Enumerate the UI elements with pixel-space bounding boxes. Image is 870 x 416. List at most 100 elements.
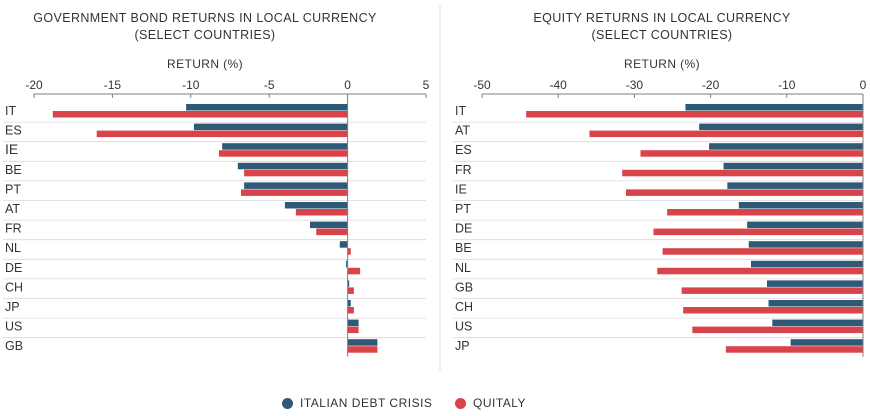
bar-quitaly-ch: [347, 287, 354, 294]
category-label-ie: IE: [455, 182, 467, 196]
x-axis-label: RETURN (%): [167, 57, 243, 71]
x-tick-label: -50: [473, 78, 491, 92]
category-label-jp: JP: [455, 339, 470, 353]
bar-quitaly-pt: [667, 209, 863, 216]
category-label-fr: FR: [455, 163, 472, 177]
chart-subtitle: (SELECT COUNTRIES): [134, 28, 275, 42]
x-tick-label: -5: [264, 78, 275, 92]
category-label-ie: IE: [5, 141, 18, 157]
x-tick-label: 0: [344, 78, 351, 92]
bar-quitaly-jp: [347, 307, 354, 314]
bar-italian-debt-crisis-ch: [768, 300, 863, 307]
bar-italian-debt-crisis-jp: [347, 300, 351, 307]
category-label-ch: CH: [5, 280, 23, 294]
bar-italian-debt-crisis-it: [186, 104, 348, 111]
category-label-jp: JP: [5, 300, 20, 314]
bar-quitaly-gb: [681, 287, 863, 294]
bar-italian-debt-crisis-jp: [790, 339, 863, 346]
bar-italian-debt-crisis-nl: [750, 260, 863, 268]
bar-italian-debt-crisis-fr: [723, 162, 863, 170]
bar-quitaly-fr: [622, 169, 863, 177]
bond-returns-chart: GOVERNMENT BOND RETURNS IN LOCAL CURRENC…: [3, 11, 430, 357]
bar-quitaly-at: [295, 209, 348, 216]
bar-italian-debt-crisis-de: [346, 260, 348, 268]
x-tick-label: 5: [423, 78, 430, 92]
bar-quitaly-gb: [347, 346, 378, 353]
bar-quitaly-jp: [725, 346, 863, 353]
bar-quitaly-it: [52, 111, 348, 118]
x-tick-label: -20: [25, 78, 43, 92]
bar-quitaly-ch: [683, 307, 863, 314]
chart-title: EQUITY RETURNS IN LOCAL CURRENCY: [533, 11, 791, 25]
bar-italian-debt-crisis-de: [747, 221, 863, 229]
bar-quitaly-ie: [626, 189, 863, 196]
bar-quitaly-ie: [219, 150, 348, 157]
category-label-gb: GB: [455, 280, 473, 294]
x-axis-label: RETURN (%): [624, 57, 700, 71]
bar-quitaly-de: [347, 267, 361, 275]
bar-italian-debt-crisis-ie: [222, 143, 348, 150]
legend-item-italian-debt-crisis: ITALIAN DEBT CRISIS: [282, 394, 432, 412]
bar-quitaly-it: [526, 111, 863, 118]
x-tick-label: -40: [550, 78, 568, 92]
legend-label-italian-debt-crisis: ITALIAN DEBT CRISIS: [300, 396, 433, 410]
bar-italian-debt-crisis-fr: [309, 221, 348, 229]
category-label-us: US: [5, 320, 22, 334]
bar-italian-debt-crisis-at: [284, 202, 348, 209]
bar-italian-debt-crisis-gb: [347, 339, 378, 346]
bar-italian-debt-crisis-gb: [766, 280, 863, 287]
category-label-at: AT: [5, 202, 20, 216]
bar-italian-debt-crisis-nl: [339, 241, 348, 248]
x-tick-label: 0: [860, 78, 867, 92]
bar-quitaly-us: [692, 326, 863, 334]
category-label-be: BE: [455, 241, 472, 255]
bar-quitaly-de: [653, 228, 863, 236]
category-label-es: ES: [455, 143, 472, 157]
bar-quitaly-pt: [240, 189, 348, 196]
legend-label-quitaly: QUITALY: [473, 396, 527, 410]
legend: ITALIAN DEBT CRISIS QUITALY: [0, 394, 870, 412]
category-label-de: DE: [455, 222, 472, 236]
x-tick-label: -10: [182, 78, 200, 92]
x-tick-label: -30: [626, 78, 644, 92]
category-label-de: DE: [5, 261, 22, 275]
category-label-us: US: [455, 320, 472, 334]
bar-quitaly-es: [640, 150, 863, 157]
category-label-it: IT: [455, 104, 466, 118]
bar-quitaly-nl: [657, 267, 863, 275]
category-label-ch: CH: [455, 300, 473, 314]
category-label-es: ES: [5, 124, 22, 138]
bar-italian-debt-crisis-ie: [727, 182, 863, 189]
bar-quitaly-be: [662, 248, 863, 255]
category-label-pt: PT: [455, 202, 471, 216]
legend-swatch-quitaly: [455, 397, 466, 409]
category-label-pt: PT: [5, 182, 21, 196]
bar-italian-debt-crisis-be: [748, 241, 863, 248]
bar-italian-debt-crisis-at: [699, 123, 863, 131]
bar-quitaly-us: [347, 326, 359, 334]
x-tick-label: -20: [702, 78, 720, 92]
bar-quitaly-fr: [316, 228, 348, 236]
category-label-it: IT: [5, 104, 16, 118]
chart-title: GOVERNMENT BOND RETURNS IN LOCAL CURRENC…: [33, 11, 377, 25]
x-tick-label: -10: [778, 78, 796, 92]
category-label-nl: NL: [5, 241, 21, 255]
bar-quitaly-at: [589, 130, 863, 138]
bar-italian-debt-crisis-pt: [244, 182, 348, 189]
equity-returns-chart: EQUITY RETURNS IN LOCAL CURRENCY (SELECT …: [453, 11, 867, 357]
category-label-be: BE: [5, 163, 22, 177]
bar-italian-debt-crisis-be: [237, 162, 348, 170]
bar-quitaly-nl: [347, 248, 351, 255]
bar-italian-debt-crisis-it: [685, 104, 863, 111]
category-label-fr: FR: [5, 222, 22, 236]
category-label-nl: NL: [455, 261, 471, 275]
bar-italian-debt-crisis-es: [709, 143, 863, 150]
bar-italian-debt-crisis-pt: [738, 202, 863, 209]
x-tick-label: -15: [104, 78, 122, 92]
bar-quitaly-be: [244, 169, 348, 177]
bar-italian-debt-crisis-us: [772, 319, 863, 327]
bar-italian-debt-crisis-us: [347, 319, 359, 327]
legend-swatch-italian-debt-crisis: [282, 397, 293, 409]
category-label-at: AT: [455, 124, 470, 138]
